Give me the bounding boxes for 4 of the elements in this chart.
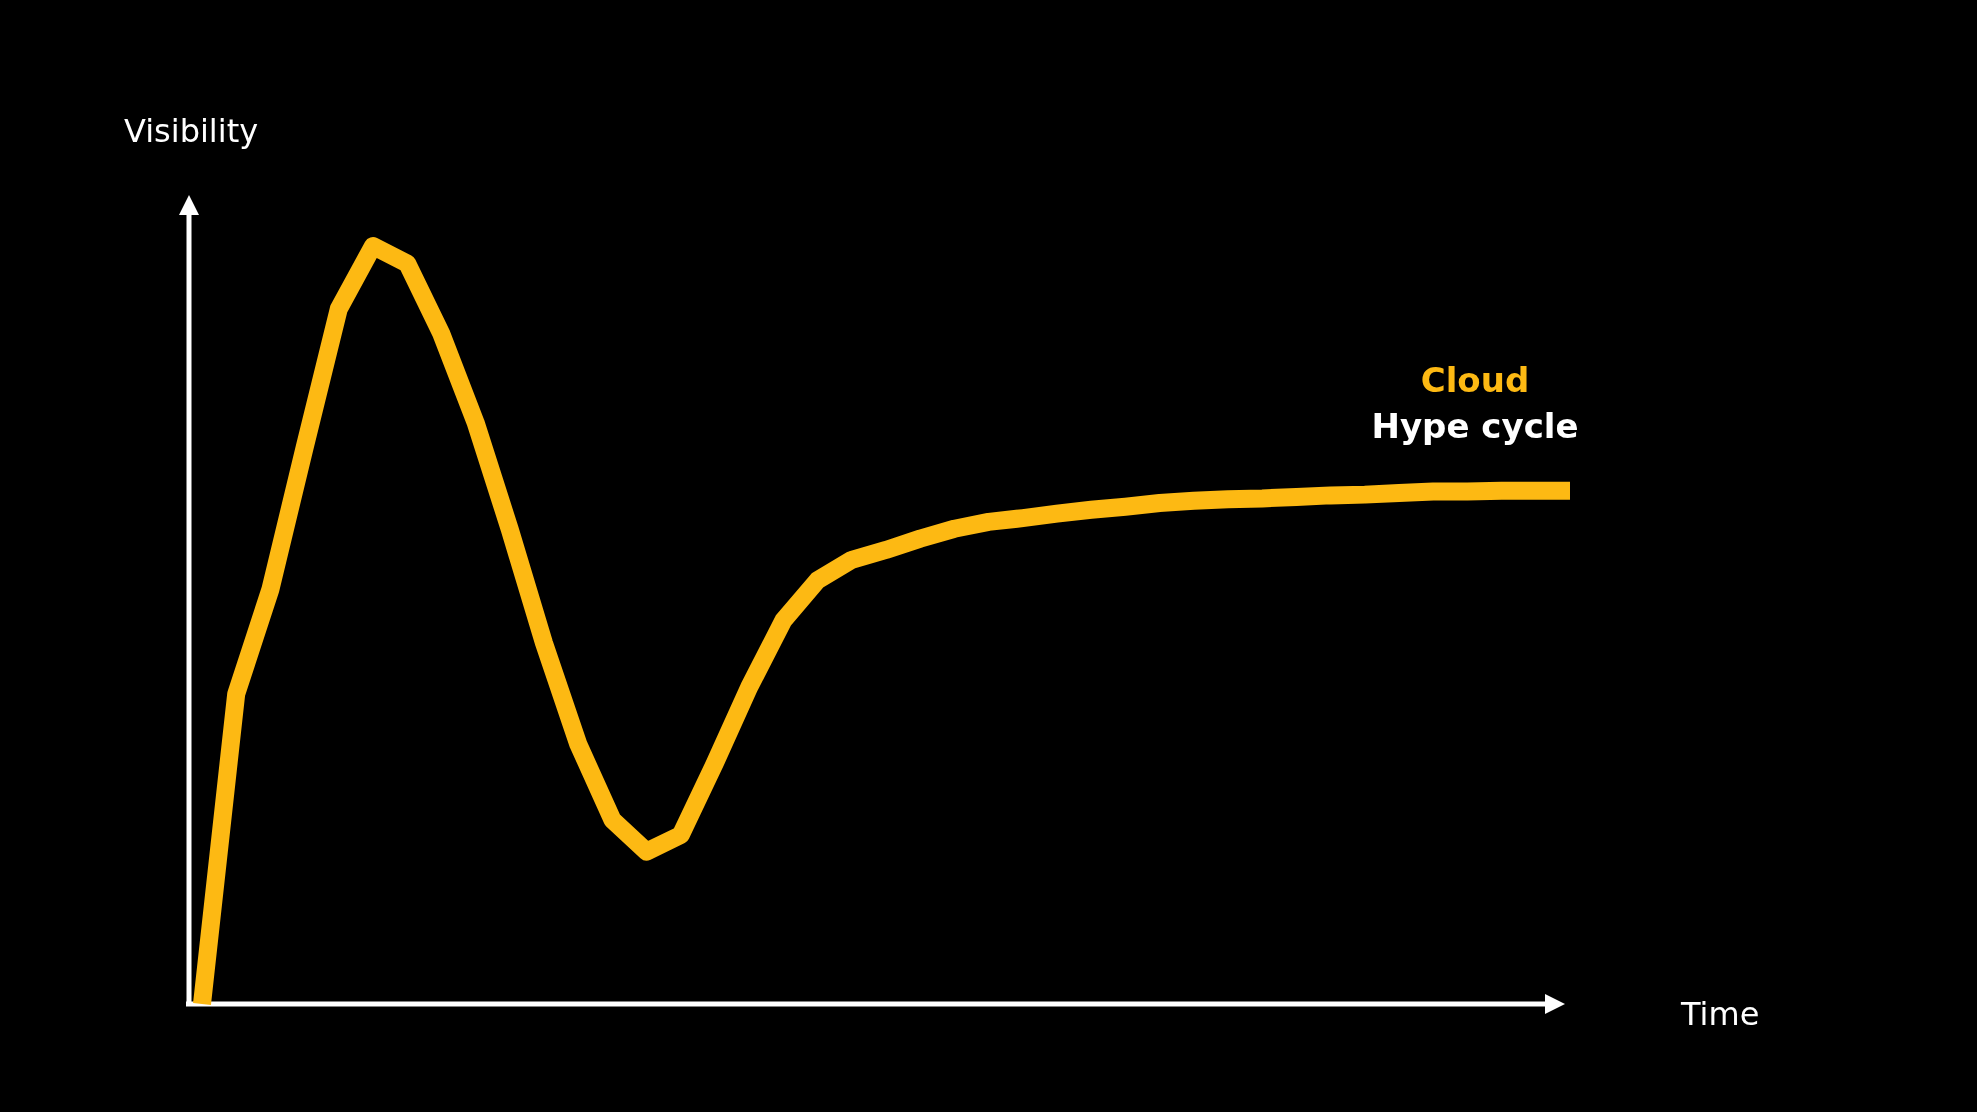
annotation: Hype cycle bbox=[1371, 406, 1579, 446]
x-axis-title: Time bbox=[1680, 995, 1760, 1033]
text: Cloud bbox=[1420, 360, 1530, 400]
y-axis-title: Visibility bbox=[124, 112, 259, 150]
